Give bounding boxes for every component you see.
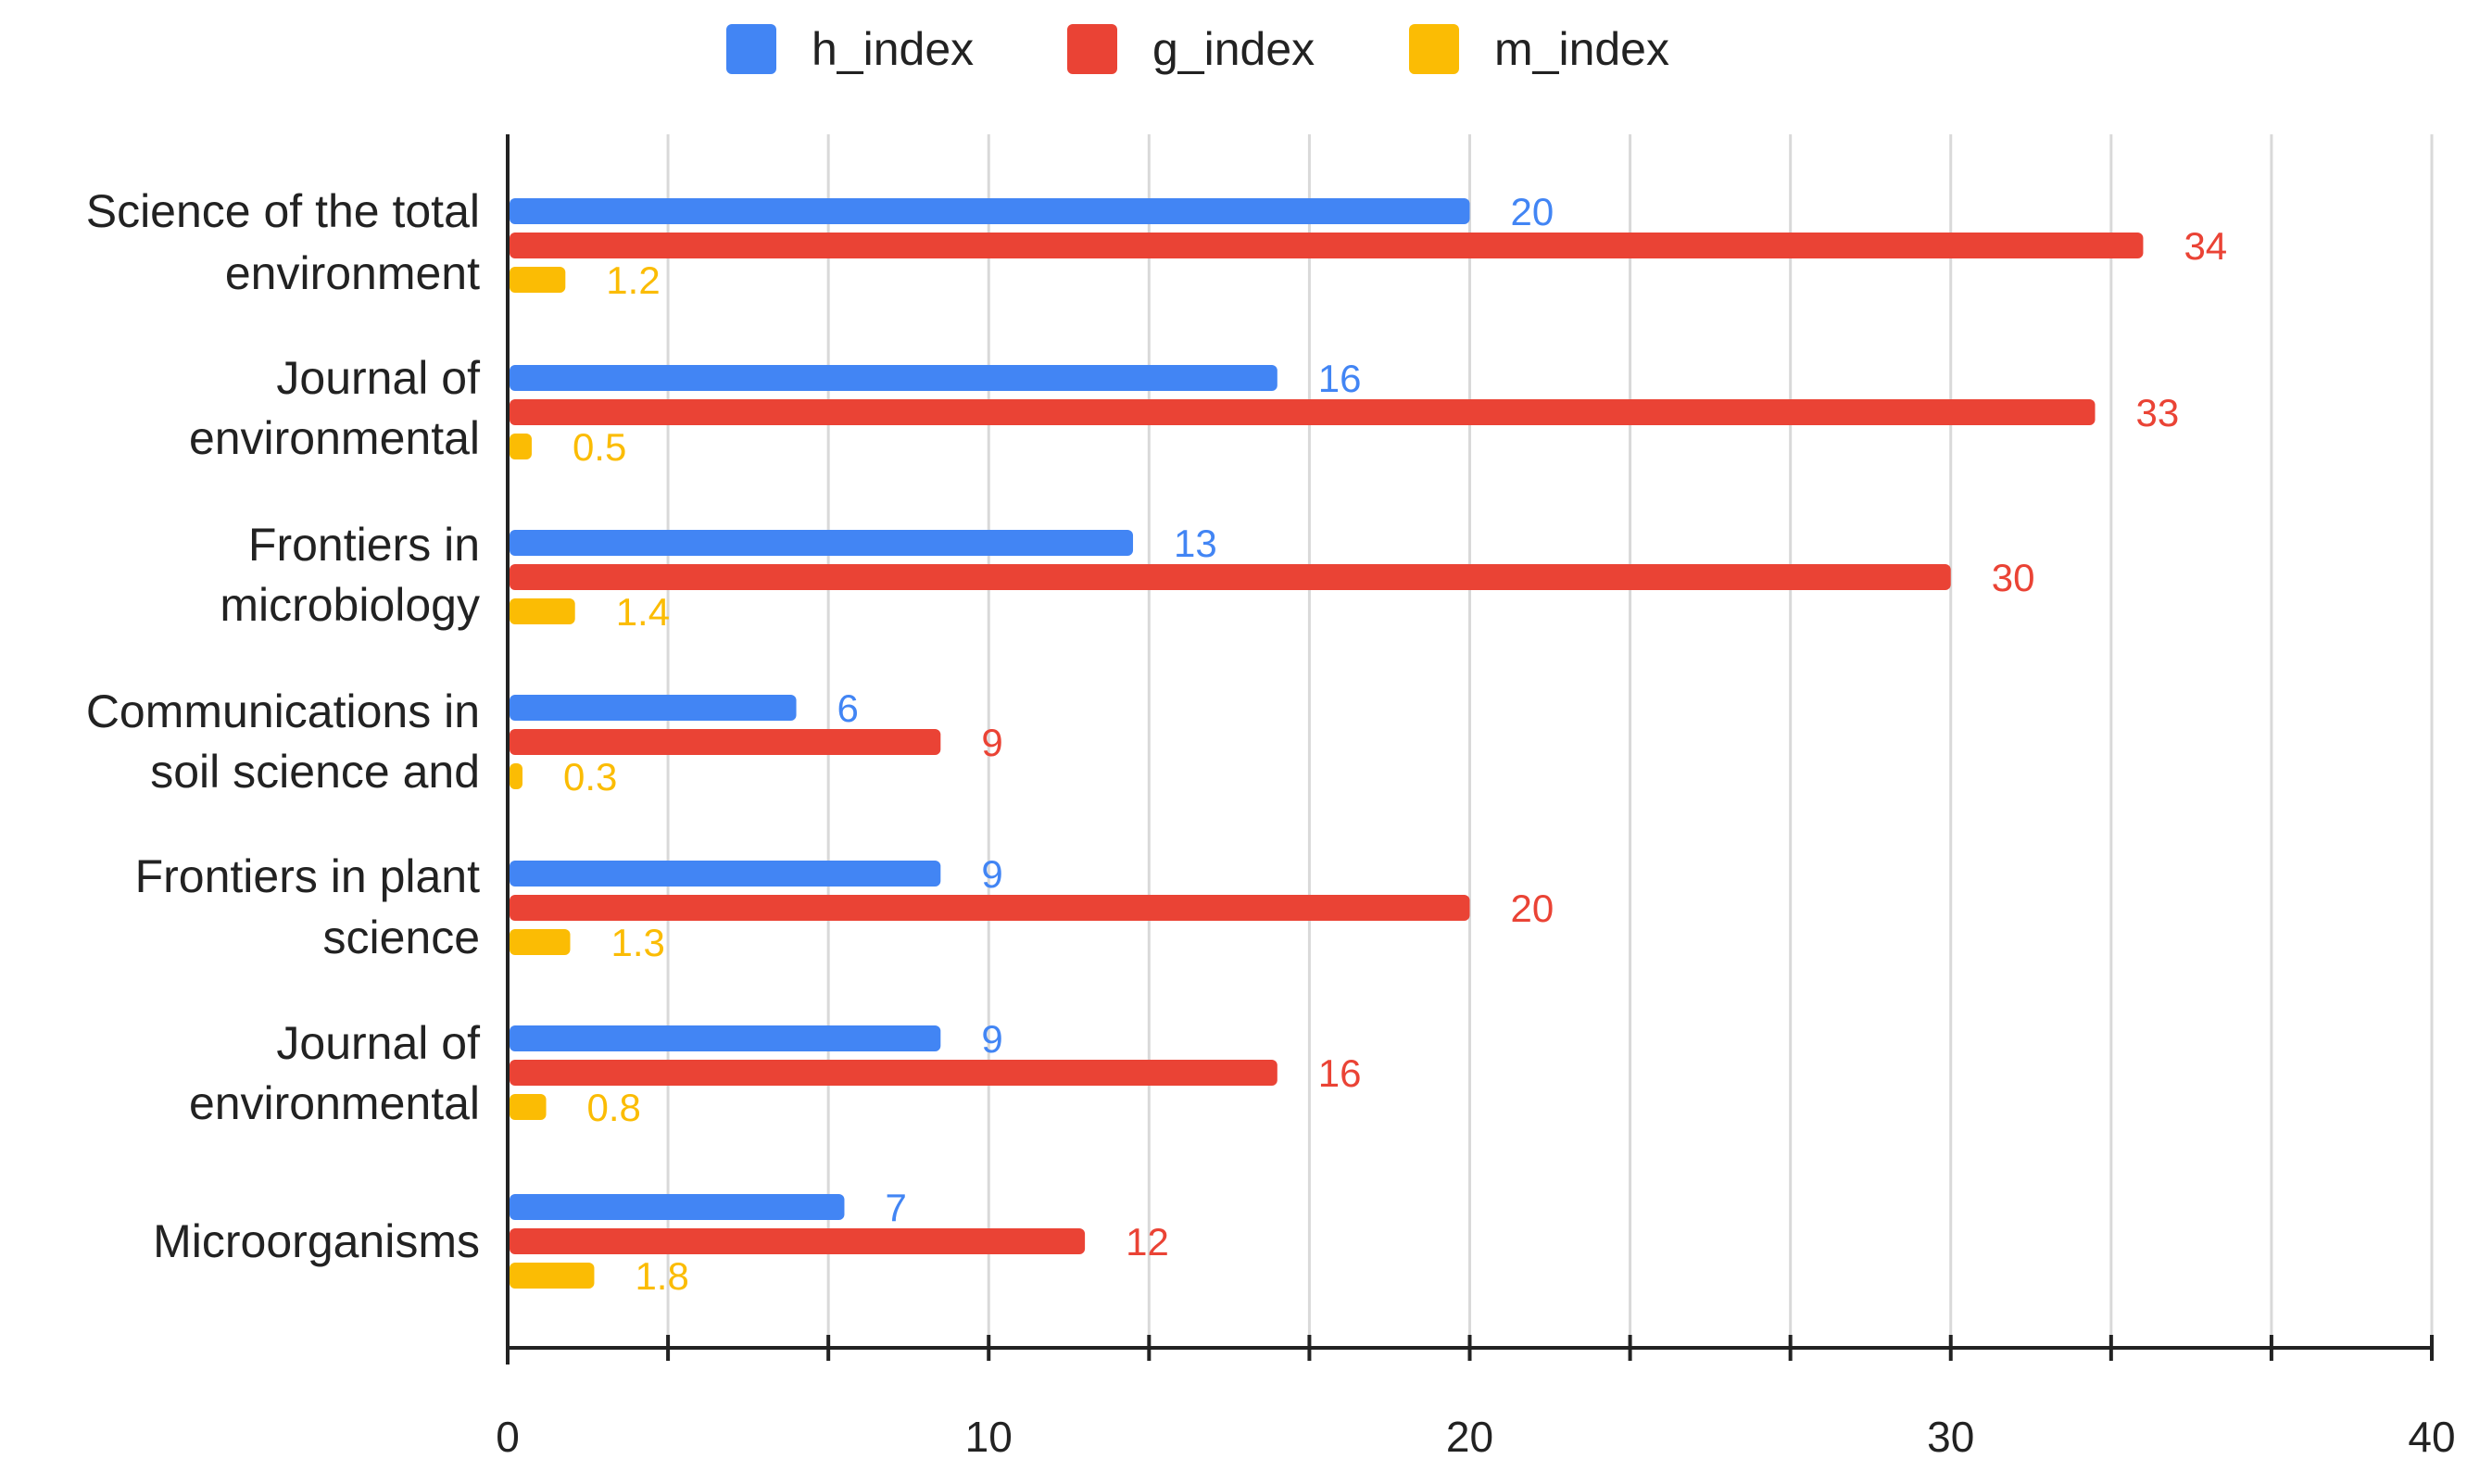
legend-swatch-g_index (1067, 24, 1117, 74)
data-label-g_index-4: 20 (1511, 887, 1554, 930)
category-label-2: Frontiers in (248, 519, 480, 571)
data-label-g_index-2: 30 (1992, 556, 2035, 599)
data-label-m_index-5: 0.8 (587, 1086, 641, 1129)
data-label-h_index-1: 16 (1318, 357, 1362, 400)
bar-g_index-4 (510, 895, 1470, 921)
bar-g_index-6 (510, 1228, 1086, 1254)
data-label-h_index-6: 7 (885, 1186, 906, 1229)
bar-m_index-6 (510, 1263, 595, 1289)
bar-m_index-2 (510, 598, 575, 624)
category-label-4: Frontiers in plant (135, 850, 480, 902)
bars: 20 34 1.2 16 33 0.5 13 30 1.4 6 9 0.3 9 20 1.3 9 16 0.8 7 1… (510, 190, 2227, 1298)
legend-swatch-h_index (726, 24, 776, 74)
category-label-5: environmental (189, 1077, 480, 1129)
bar-g_index-2 (510, 564, 1951, 590)
x-tick-label: 40 (2408, 1413, 2455, 1461)
bar-h_index-2 (510, 530, 1134, 556)
bar-m_index-1 (510, 434, 532, 459)
x-tick-label: 10 (965, 1413, 1013, 1461)
category-label-3: soil science and (150, 746, 480, 798)
legend-label-g_index: g_index (1152, 23, 1315, 75)
bar-g_index-0 (510, 233, 2144, 258)
legend-label-h_index: h_index (812, 23, 974, 75)
bar-h_index-4 (510, 861, 941, 887)
data-label-m_index-3: 0.3 (563, 755, 617, 799)
legend-label-m_index: m_index (1494, 23, 1669, 75)
bar-m_index-5 (510, 1094, 547, 1120)
category-label-0: environment (225, 247, 480, 299)
data-label-g_index-0: 34 (2184, 224, 2227, 268)
data-label-m_index-2: 1.4 (616, 590, 670, 634)
data-label-g_index-5: 16 (1318, 1051, 1362, 1095)
data-label-m_index-6: 1.8 (635, 1254, 688, 1298)
category-label-5: Journal of (276, 1017, 480, 1069)
bar-m_index-4 (510, 929, 571, 955)
data-label-g_index-1: 33 (2136, 391, 2180, 434)
legend-swatch-m_index (1409, 24, 1459, 74)
data-label-h_index-5: 9 (981, 1017, 1002, 1061)
bar-h_index-5 (510, 1025, 941, 1051)
bar-g_index-5 (510, 1060, 1278, 1086)
category-labels: Science of the total environment Journal o… (86, 185, 480, 1267)
bar-h_index-1 (510, 365, 1278, 391)
data-label-m_index-0: 1.2 (606, 258, 660, 302)
x-tick-label: 30 (1927, 1413, 1974, 1461)
category-label-4: science (322, 912, 480, 963)
data-label-m_index-4: 1.3 (611, 921, 665, 964)
bar-g_index-3 (510, 729, 941, 755)
bar-h_index-3 (510, 695, 797, 721)
category-label-2: microbiology (220, 579, 480, 631)
bar-h_index-0 (510, 198, 1470, 224)
category-label-0: Science of the total (86, 185, 480, 237)
category-label-6: Microorganisms (153, 1215, 480, 1267)
bar-m_index-3 (510, 763, 522, 789)
category-label-1: Journal of (276, 352, 480, 404)
gridlines (666, 134, 2434, 1348)
axes: 0 10 20 30 40 (496, 134, 2456, 1461)
data-label-g_index-3: 9 (981, 721, 1002, 764)
data-label-h_index-4: 9 (981, 852, 1002, 896)
bar-g_index-1 (510, 399, 2096, 425)
bar-h_index-6 (510, 1194, 845, 1220)
data-label-m_index-1: 0.5 (573, 425, 626, 469)
data-label-h_index-0: 20 (1511, 190, 1554, 233)
legend: h_index g_index m_index (726, 23, 1669, 75)
bar-m_index-0 (510, 267, 566, 293)
data-label-h_index-2: 13 (1174, 522, 1217, 565)
data-label-h_index-3: 6 (837, 686, 859, 730)
x-tick-label: 20 (1446, 1413, 1493, 1461)
category-label-1: environmental (189, 412, 480, 464)
x-tick-label: 0 (496, 1413, 520, 1461)
category-label-3: Communications in (86, 685, 480, 737)
data-label-g_index-6: 12 (1126, 1220, 1169, 1264)
